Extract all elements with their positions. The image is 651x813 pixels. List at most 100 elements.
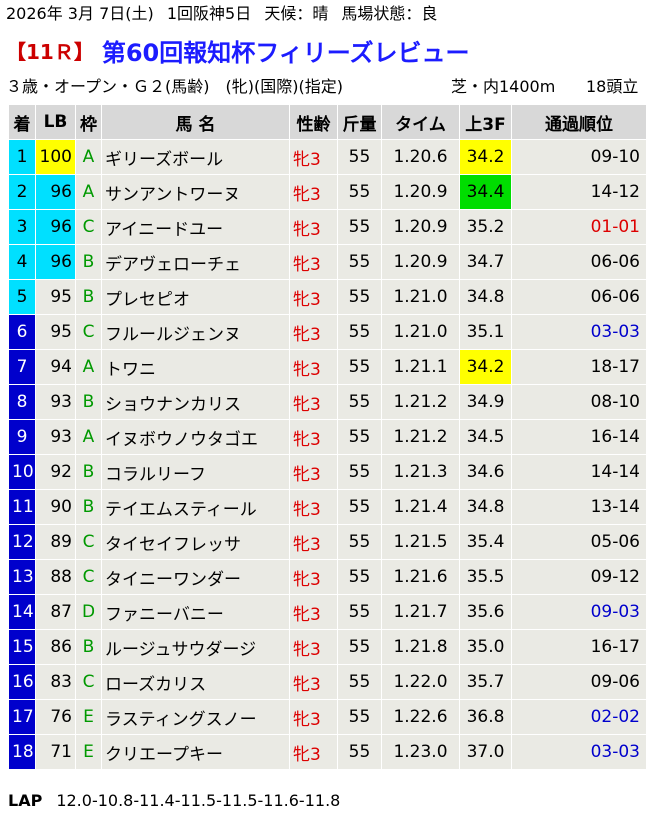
sex-age: 牝3: [289, 349, 338, 385]
race-number: 【11Ｒ】: [6, 40, 94, 64]
finish-position: 8: [8, 384, 36, 420]
horse-name: タイニーワンダー: [101, 559, 290, 595]
lap-line: LAP 12.0-10.8-11.4-11.5-11.5-11.6-11.8: [8, 790, 340, 812]
horse-name: ローズカリス: [101, 664, 290, 700]
waku-grade: B: [75, 244, 102, 280]
last-3f: 35.0: [459, 629, 512, 665]
finish-time: 1.22.6: [381, 699, 460, 735]
table-body: 1 100 A ギリーズボール 牝3 55 1.20.6 34.2 09-10 2 96 A サンアント…: [8, 139, 647, 770]
sex-age: 牝3: [289, 664, 338, 700]
last-3f: 35.6: [459, 594, 512, 630]
finish-position: 4: [8, 244, 36, 280]
weather: 天候：晴: [264, 4, 329, 23]
table-row: 9 93 A イヌボウノウタゴエ 牝3 55 1.21.2 34.5 16-14: [8, 419, 647, 455]
horse-name: タイセイフレッサ: [101, 524, 290, 560]
table-row: 17 76 E ラスティングスノー 牝3 55 1.22.6 36.8 02-02: [8, 699, 647, 735]
lb-rating: 87: [35, 594, 76, 630]
sex-age: 牝3: [289, 209, 338, 245]
last-3f: 35.4: [459, 524, 512, 560]
waku-grade: B: [75, 279, 102, 315]
passing-order: 18-17: [511, 349, 647, 385]
sex-age: 牝3: [289, 384, 338, 420]
finish-time: 1.20.9: [381, 244, 460, 280]
finish-time: 1.20.9: [381, 209, 460, 245]
last-3f: 34.7: [459, 244, 512, 280]
table-row: 3 96 C アイニードユー 牝3 55 1.20.9 35.2 01-01: [8, 209, 647, 245]
lap-times: 12.0-10.8-11.4-11.5-11.5-11.6-11.8: [56, 791, 341, 810]
lb-rating: 88: [35, 559, 76, 595]
course: 芝・内1400m: [451, 77, 556, 96]
lb-rating: 100: [35, 139, 76, 175]
waku-grade: E: [75, 699, 102, 735]
last-3f: 35.1: [459, 314, 512, 350]
finish-time: 1.20.6: [381, 139, 460, 175]
sex-age: 牝3: [289, 419, 338, 455]
horse-name: ギリーズボール: [101, 139, 290, 175]
waku-grade: C: [75, 314, 102, 350]
horse-name: プレセピオ: [101, 279, 290, 315]
finish-position: 17: [8, 699, 36, 735]
horse-name: ルージュサウダージ: [101, 629, 290, 665]
passing-order: 14-14: [511, 454, 647, 490]
weight-carried: 55: [337, 524, 382, 560]
lap-label: LAP: [8, 791, 43, 810]
finish-position: 3: [8, 209, 36, 245]
finish-position: 9: [8, 419, 36, 455]
finish-position: 6: [8, 314, 36, 350]
sex-age: 牝3: [289, 734, 338, 770]
lb-rating: 96: [35, 244, 76, 280]
waku-grade: C: [75, 209, 102, 245]
weight-carried: 55: [337, 209, 382, 245]
lb-rating: 92: [35, 454, 76, 490]
finish-position: 5: [8, 279, 36, 315]
finish-time: 1.21.3: [381, 454, 460, 490]
sex-age: 牝3: [289, 629, 338, 665]
race-title-line: 【11Ｒ】 第60回報知杯フィリーズレビュー: [6, 34, 651, 71]
table-row: 18 71 E クリエープキー 牝3 55 1.23.0 37.0 03-03: [8, 734, 647, 770]
horse-name: デアヴェローチェ: [101, 244, 290, 280]
waku-grade: C: [75, 559, 102, 595]
horse-name: クリエープキー: [101, 734, 290, 770]
last-3f: 35.2: [459, 209, 512, 245]
weight-carried: 55: [337, 489, 382, 525]
weight-carried: 55: [337, 664, 382, 700]
finish-position: 16: [8, 664, 36, 700]
lb-rating: 83: [35, 664, 76, 700]
lb-rating: 95: [35, 279, 76, 315]
race-conditions: ３歳・オープン・Ｇ２(馬齢) (牝)(国際)(指定): [6, 77, 343, 96]
weight-carried: 55: [337, 559, 382, 595]
lb-rating: 96: [35, 174, 76, 210]
finish-position: 10: [8, 454, 36, 490]
finish-time: 1.21.2: [381, 384, 460, 420]
last-3f: 36.8: [459, 699, 512, 735]
finish-position: 18: [8, 734, 36, 770]
lb-rating: 93: [35, 419, 76, 455]
passing-order: 03-03: [511, 734, 647, 770]
horse-name: フルールジェンヌ: [101, 314, 290, 350]
col-sex-age-header: 性齢: [289, 104, 338, 140]
last-3f: 34.6: [459, 454, 512, 490]
passing-order: 02-02: [511, 699, 647, 735]
horse-name: ファニーバニー: [101, 594, 290, 630]
finish-time: 1.22.0: [381, 664, 460, 700]
lb-rating: 94: [35, 349, 76, 385]
sex-age: 牝3: [289, 594, 338, 630]
passing-order: 16-14: [511, 419, 647, 455]
passing-order: 09-10: [511, 139, 647, 175]
weight-carried: 55: [337, 174, 382, 210]
passing-order: 16-17: [511, 629, 647, 665]
weight-carried: 55: [337, 314, 382, 350]
table-row: 13 88 C タイニーワンダー 牝3 55 1.21.6 35.5 09-12: [8, 559, 647, 595]
sex-age: 牝3: [289, 314, 338, 350]
meeting: 1回阪神5日: [166, 4, 252, 23]
sex-age: 牝3: [289, 524, 338, 560]
weight-carried: 55: [337, 279, 382, 315]
horse-name: アイニードユー: [101, 209, 290, 245]
waku-grade: A: [75, 349, 102, 385]
waku-grade: B: [75, 629, 102, 665]
finish-position: 14: [8, 594, 36, 630]
sex-age: 牝3: [289, 174, 338, 210]
lb-rating: 96: [35, 209, 76, 245]
results-table: 着 LB 枠馬 名性齢 斤量 タイム 上3F 通過順位 1 100 A ギリーズボール 牝3 55 1.…: [8, 104, 647, 770]
finish-position: 2: [8, 174, 36, 210]
